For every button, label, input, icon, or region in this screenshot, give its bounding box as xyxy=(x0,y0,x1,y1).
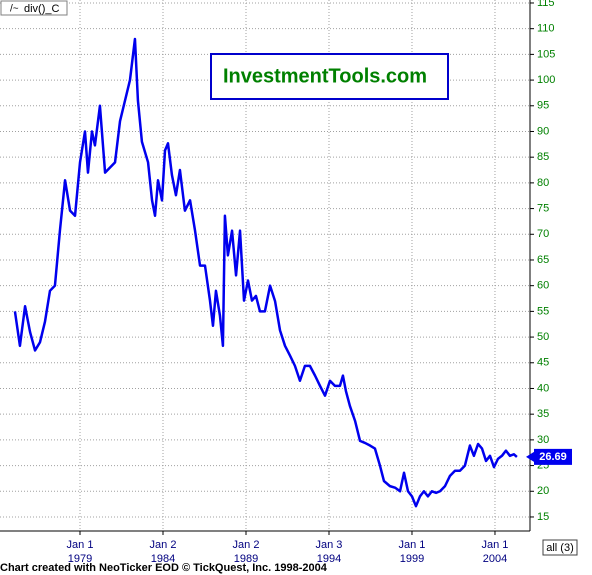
y-tick-label: 45 xyxy=(537,357,549,369)
last-value-box xyxy=(534,448,572,465)
y-tick-label: 90 xyxy=(537,125,549,137)
y-tick-label: 40 xyxy=(537,382,549,394)
watermark-box xyxy=(210,53,449,100)
y-tick-label: 80 xyxy=(537,177,549,189)
x-tick-label: Jan 2 1989 xyxy=(233,539,260,565)
last-value-pointer xyxy=(526,451,534,462)
y-tick-label: 30 xyxy=(537,434,549,446)
y-tick-label: 65 xyxy=(537,254,549,266)
legend-icon: /~ xyxy=(10,4,19,15)
all-button[interactable] xyxy=(542,539,578,556)
last-value-label: 26.69 xyxy=(539,451,567,463)
x-tick-label: Jan 3 1994 xyxy=(316,539,343,565)
plot xyxy=(13,37,518,508)
y-tick-label: 15 xyxy=(537,511,549,523)
y-tick-label: 115 xyxy=(537,0,555,9)
x-tick-label: Jan 2 1984 xyxy=(150,539,177,565)
y-tick-label: 95 xyxy=(537,100,549,112)
y-tick-label: 110 xyxy=(537,23,555,35)
y-tick-label: 85 xyxy=(537,151,549,163)
grid xyxy=(0,0,530,531)
y-tick-label: 60 xyxy=(537,280,549,292)
y-tick-label: 35 xyxy=(537,408,549,420)
x-tick-label: Jan 1 1979 xyxy=(67,539,94,565)
y-tick-label: 105 xyxy=(537,48,555,60)
y-tick-label: 100 xyxy=(537,74,555,86)
y-tick-label: 75 xyxy=(537,202,549,214)
y-tick-label: 55 xyxy=(537,305,549,317)
legend-entry: div()_C xyxy=(24,3,60,15)
legend-box xyxy=(0,0,68,16)
y-tick-label: 20 xyxy=(537,485,549,497)
data-line xyxy=(13,37,518,508)
footer: Chart created with NeoTicker EOD © TickQ… xyxy=(0,562,328,574)
watermark: InvestmentTools.com xyxy=(223,65,427,87)
x-tick-label: Jan 1 1999 xyxy=(399,539,426,565)
all-button-label[interactable]: all (3) xyxy=(546,542,574,554)
y-tick-label: 70 xyxy=(537,228,549,240)
x-tick-label: Jan 1 2004 xyxy=(482,539,509,565)
y-tick-label: 50 xyxy=(537,331,549,343)
